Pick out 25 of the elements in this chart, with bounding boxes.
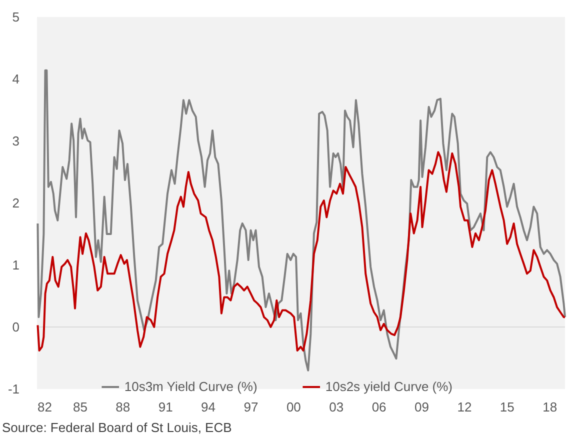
y-tick-label: 3 [12, 134, 20, 148]
x-tick-label: 09 [414, 400, 429, 414]
x-tick-label: 94 [201, 400, 216, 414]
y-tick-label: 2 [12, 196, 20, 210]
x-tick-label: 85 [72, 400, 88, 414]
x-tick-label: 03 [329, 400, 344, 414]
x-tick-label: 82 [38, 400, 52, 414]
x-tick-label: 06 [372, 400, 386, 414]
y-tick-label: -1 [8, 382, 20, 396]
x-tick-label: 18 [542, 400, 558, 414]
line-series [36, 69, 566, 372]
x-tick-label: 00 [286, 400, 301, 414]
x-tick-label: 97 [244, 400, 258, 414]
y-tick-label: 4 [12, 72, 20, 86]
legend-label: 10s2s yield Curve (%) [325, 379, 453, 394]
x-tick-label: 15 [500, 400, 514, 414]
x-tick-label: 12 [457, 400, 472, 414]
source-note: Source: Federal Board of St Louis, ECB [2, 420, 232, 435]
x-tick-label: 91 [158, 400, 173, 414]
legend-label: 10s3m Yield Curve (%) [124, 379, 258, 394]
y-tick-label: 5 [12, 10, 20, 24]
x-tick-label: 88 [116, 400, 130, 414]
line-series [36, 151, 566, 352]
y-tick-label: 0 [12, 320, 20, 334]
y-tick-label: 1 [12, 258, 20, 272]
